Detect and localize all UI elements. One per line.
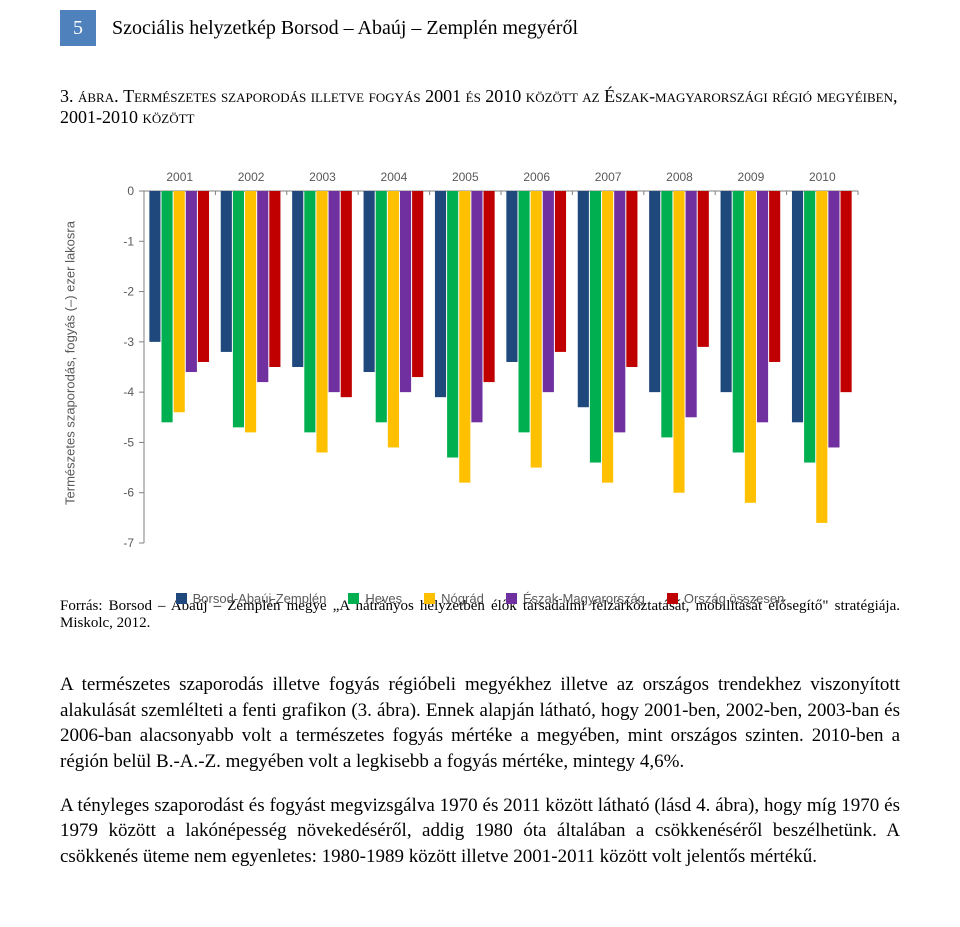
svg-text:-1: -1 — [123, 234, 134, 248]
legend-item: Ország összesen — [667, 591, 784, 606]
chart-legend: Borsod-Abaúj-Zemplén Heves Nógrád Észak-Mag… — [90, 591, 870, 606]
body-paragraph-2: A tényleges szaporodást és fogyást megvi… — [60, 793, 900, 870]
legend-item: Nógrád — [424, 591, 484, 606]
svg-text:2004: 2004 — [381, 170, 408, 184]
header-title: Szociális helyzetkép Borsod – Abaúj – Ze… — [112, 17, 578, 40]
svg-text:-2: -2 — [123, 285, 134, 299]
svg-text:2009: 2009 — [738, 170, 765, 184]
page-number-box: 5 — [60, 10, 96, 46]
svg-text:2006: 2006 — [523, 170, 550, 184]
legend-label: Borsod-Abaúj-Zemplén — [193, 591, 327, 606]
bar-chart: Természetes szaporodás, fogyás (–) ezer … — [90, 148, 870, 578]
legend-swatch — [424, 593, 435, 604]
svg-text:-5: -5 — [123, 435, 134, 449]
legend-swatch — [667, 593, 678, 604]
svg-text:0: 0 — [127, 184, 134, 198]
chart-svg: -7 -6 -5 -4 -3 -2 -1 0 2001 2002 2003 2004 2005 2006 2… — [90, 148, 870, 578]
legend-label: Észak-Magyarország — [523, 591, 645, 606]
legend-item: Borsod-Abaúj-Zemplén — [176, 591, 327, 606]
svg-text:-3: -3 — [123, 335, 134, 349]
svg-text:2005: 2005 — [452, 170, 479, 184]
legend-swatch — [348, 593, 359, 604]
legend-label: Ország összesen — [684, 591, 784, 606]
legend-label: Nógrád — [441, 591, 484, 606]
legend-item: Észak-Magyarország — [506, 591, 645, 606]
figure-caption-body: Természetes szaporodás illetve fogyás 20… — [60, 86, 898, 127]
figure-caption-lead: 3. ábra. — [60, 86, 119, 106]
legend-swatch — [176, 593, 187, 604]
svg-text:2001: 2001 — [166, 170, 193, 184]
page-number: 5 — [73, 17, 83, 40]
svg-text:-6: -6 — [123, 486, 134, 500]
svg-text:2003: 2003 — [309, 170, 336, 184]
svg-text:2007: 2007 — [595, 170, 622, 184]
page-header: 5 Szociális helyzetkép Borsod – Abaúj – … — [60, 10, 900, 46]
legend-item: Heves — [348, 591, 402, 606]
legend-swatch — [506, 593, 517, 604]
chart-ylabel: Természetes szaporodás, fogyás (–) ezer … — [63, 221, 78, 505]
svg-text:2010: 2010 — [809, 170, 836, 184]
svg-text:-4: -4 — [123, 385, 134, 399]
svg-text:2008: 2008 — [666, 170, 693, 184]
svg-text:2002: 2002 — [238, 170, 265, 184]
svg-text:-7: -7 — [123, 536, 134, 550]
figure-caption: 3. ábra. Természetes szaporodás illetve … — [60, 86, 900, 128]
legend-label: Heves — [365, 591, 402, 606]
body-paragraph-1: A természetes szaporodás illetve fogyás … — [60, 672, 900, 775]
